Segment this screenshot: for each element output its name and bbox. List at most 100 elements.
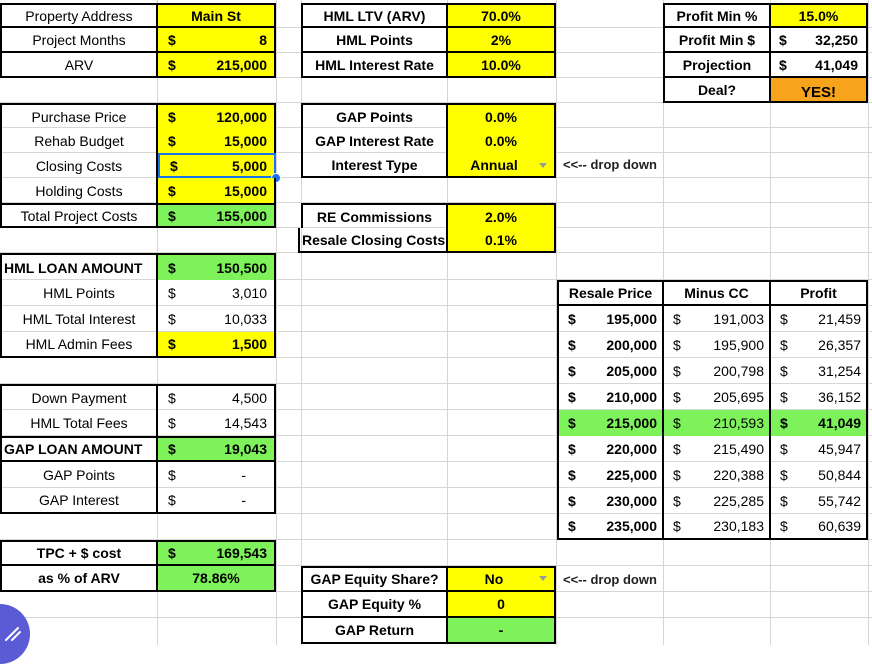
hml-ltv-value[interactable]: 70.0% xyxy=(448,3,556,28)
resale-price-cell[interactable]: $220,000 xyxy=(557,436,664,462)
re-commissions-value[interactable]: 2.0% xyxy=(448,203,556,228)
tpc-cost-label: TPC + $ cost xyxy=(0,540,158,566)
gap-points-value[interactable]: 0.0% xyxy=(448,103,556,128)
gap-return-value[interactable]: - xyxy=(448,618,556,644)
minus-cc-cell[interactable]: $191,003 xyxy=(664,306,771,332)
cell-value: 230,000 xyxy=(606,493,657,509)
hml-points-amount-label: HML Points xyxy=(0,280,158,306)
cell-value: 21,459 xyxy=(818,311,861,327)
cell-value: 220,388 xyxy=(713,467,764,483)
resale-closing-costs-value[interactable]: 0.1% xyxy=(448,228,556,253)
cell-value: 210,000 xyxy=(606,389,657,405)
gap-equity-share-dropdown[interactable]: No xyxy=(448,566,556,592)
cell-value: 205,695 xyxy=(713,389,764,405)
gap-points-amount-value[interactable]: $ - xyxy=(158,462,276,488)
cell-value: 220,000 xyxy=(606,441,657,457)
closing-costs-value-selected[interactable]: $5,000 xyxy=(158,153,276,178)
cell-value: 55,742 xyxy=(818,493,861,509)
gap-interest-rate-value[interactable]: 0.0% xyxy=(448,128,556,153)
currency-symbol: $ xyxy=(780,441,788,457)
profit-cell[interactable]: $55,742 xyxy=(771,488,868,514)
minus-cc-cell[interactable]: $210,593 xyxy=(664,410,771,436)
profit-cell[interactable]: $26,357 xyxy=(771,332,868,358)
hml-interest-rate-value[interactable]: 10.0% xyxy=(448,53,556,78)
minus-cc-header: Minus CC xyxy=(664,280,771,306)
property-address-value[interactable]: Main St xyxy=(158,3,276,28)
gap-loan-amount-label: GAP LOAN AMOUNT xyxy=(0,436,158,462)
profit-cell[interactable]: $36,152 xyxy=(771,384,868,410)
chevron-down-icon[interactable] xyxy=(539,576,547,581)
resale-price-cell[interactable]: $235,000 xyxy=(557,514,664,540)
minus-cc-cell[interactable]: $205,695 xyxy=(664,384,771,410)
projection-label: Projection xyxy=(663,53,771,78)
profit-cell[interactable]: $50,844 xyxy=(771,462,868,488)
cell-value: 45,947 xyxy=(818,441,861,457)
project-months-value[interactable]: $8 xyxy=(158,28,276,53)
currency-symbol: $ xyxy=(568,518,576,534)
currency-symbol: $ xyxy=(780,518,788,534)
currency-symbol: $ xyxy=(780,337,788,353)
resale-price-cell[interactable]: $230,000 xyxy=(557,488,664,514)
cell-value: 200,798 xyxy=(713,363,764,379)
deal-value[interactable]: YES! xyxy=(771,78,868,103)
currency-symbol: $ xyxy=(780,363,788,379)
hml-loan-amount-value[interactable]: $150,500 xyxy=(158,253,276,280)
profit-cell[interactable]: $45,947 xyxy=(771,436,868,462)
resale-price-cell[interactable]: $195,000 xyxy=(557,306,664,332)
currency-symbol: $ xyxy=(673,467,681,483)
currency-symbol: $ xyxy=(568,363,576,379)
purchase-price-value[interactable]: $120,000 xyxy=(158,103,276,128)
hml-points-value[interactable]: 2% xyxy=(448,28,556,53)
currency-symbol: $ xyxy=(673,493,681,509)
hml-total-fees-value[interactable]: $14,543 xyxy=(158,410,276,436)
cell-value: 215,490 xyxy=(713,441,764,457)
cell-value: 225,000 xyxy=(606,467,657,483)
closing-costs-label: Closing Costs xyxy=(0,153,158,178)
hml-ltv-label: HML LTV (ARV) xyxy=(301,3,448,28)
hml-total-interest-value[interactable]: $10,033 xyxy=(158,306,276,332)
hml-points-amount-value[interactable]: $3,010 xyxy=(158,280,276,306)
tpc-cost-value[interactable]: $169,543 xyxy=(158,540,276,566)
minus-cc-cell[interactable]: $230,183 xyxy=(664,514,771,540)
profit-min-usd-label: Profit Min $ xyxy=(663,28,771,53)
minus-cc-cell[interactable]: $195,900 xyxy=(664,332,771,358)
minus-cc-cell[interactable]: $215,490 xyxy=(664,436,771,462)
down-payment-label: Down Payment xyxy=(0,384,158,410)
minus-cc-cell[interactable]: $220,388 xyxy=(664,462,771,488)
currency-symbol: $ xyxy=(673,337,681,353)
minus-cc-cell[interactable]: $225,285 xyxy=(664,488,771,514)
minus-cc-cell[interactable]: $200,798 xyxy=(664,358,771,384)
gap-equity-pct-value[interactable]: 0 xyxy=(448,592,556,618)
hml-interest-rate-label: HML Interest Rate xyxy=(301,53,448,78)
resale-price-cell[interactable]: $215,000 xyxy=(557,410,664,436)
gap-interest-value[interactable]: $ - xyxy=(158,488,276,514)
profit-min-usd-value[interactable]: $32,250 xyxy=(771,28,868,53)
resale-price-cell[interactable]: $200,000 xyxy=(557,332,664,358)
currency-symbol: $ xyxy=(568,441,576,457)
resale-price-cell[interactable]: $210,000 xyxy=(557,384,664,410)
hml-loan-amount-label: HML LOAN AMOUNT xyxy=(0,253,158,280)
arv-value[interactable]: $215,000 xyxy=(158,53,276,78)
projection-value[interactable]: $41,049 xyxy=(771,53,868,78)
gap-loan-amount-value[interactable]: $19,043 xyxy=(158,436,276,462)
total-project-costs-value[interactable]: $155,000 xyxy=(158,203,276,228)
cell-value: 200,000 xyxy=(606,337,657,353)
chevron-down-icon[interactable] xyxy=(539,163,547,168)
resale-price-cell[interactable]: $205,000 xyxy=(557,358,664,384)
currency-symbol: $ xyxy=(780,493,788,509)
down-payment-value[interactable]: $4,500 xyxy=(158,384,276,410)
holding-costs-value[interactable]: $15,000 xyxy=(158,178,276,203)
profit-cell[interactable]: $31,254 xyxy=(771,358,868,384)
pct-of-arv-value[interactable]: 78.86% xyxy=(158,566,276,592)
hml-admin-fees-value[interactable]: $1,500 xyxy=(158,332,276,358)
profit-min-pct-value[interactable]: 15.0% xyxy=(771,3,868,28)
dropdown-note: <<-- drop down xyxy=(563,157,657,172)
profit-cell[interactable]: $41,049 xyxy=(771,410,868,436)
resale-price-header: Resale Price xyxy=(557,280,664,306)
rehab-budget-value[interactable]: $15,000 xyxy=(158,128,276,153)
profit-cell[interactable]: $21,459 xyxy=(771,306,868,332)
resale-price-cell[interactable]: $225,000 xyxy=(557,462,664,488)
profit-cell[interactable]: $60,639 xyxy=(771,514,868,540)
gap-return-label: GAP Return xyxy=(301,618,448,644)
interest-type-dropdown[interactable]: Annual xyxy=(448,153,556,178)
